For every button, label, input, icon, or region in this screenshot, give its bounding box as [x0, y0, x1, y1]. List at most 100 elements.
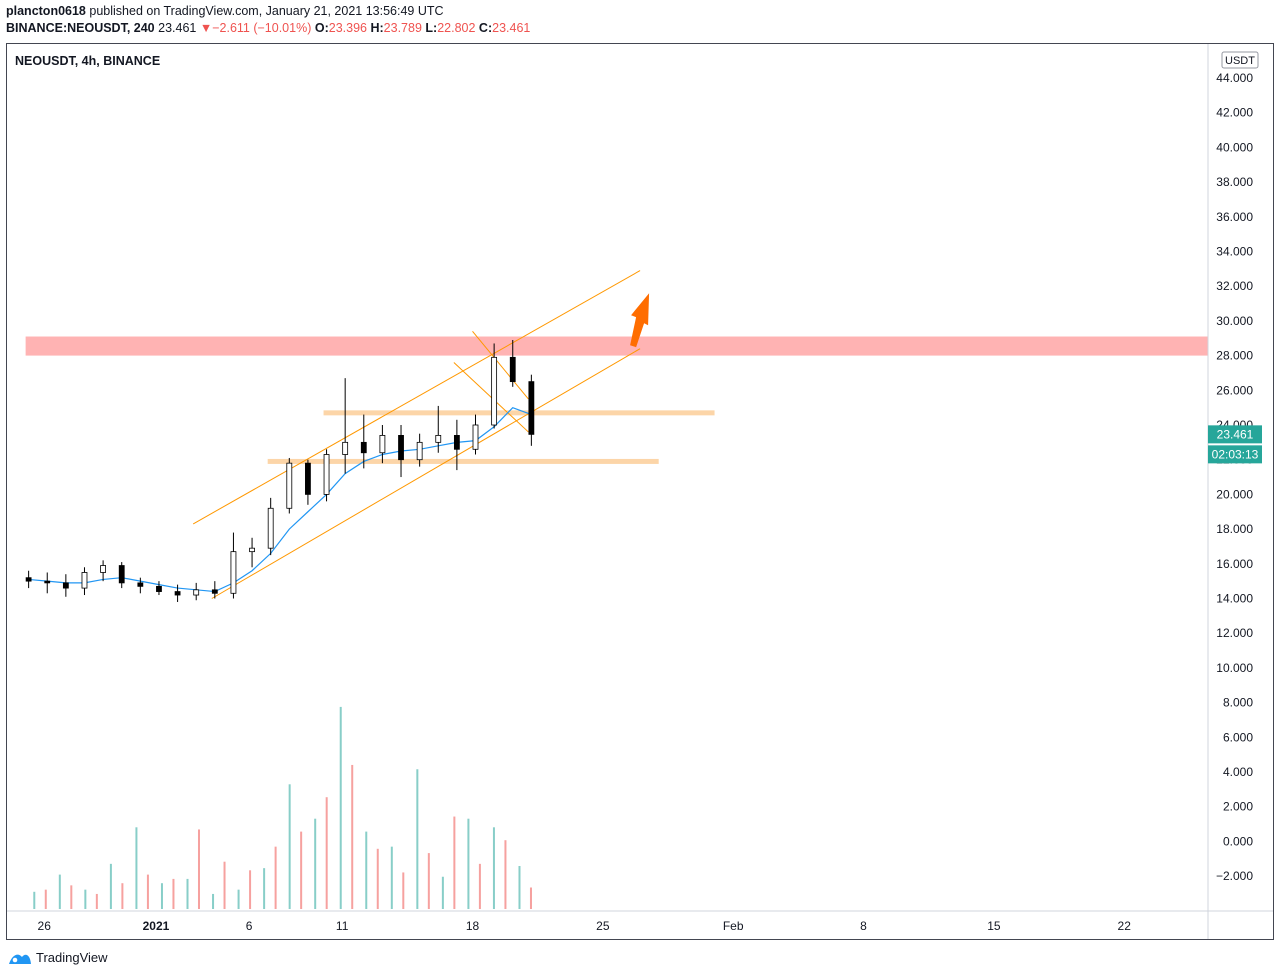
volume-bar-up [314, 818, 317, 909]
volume-bar-up [237, 889, 240, 909]
x-tick-label: Feb [723, 919, 744, 933]
candle-up [267, 507, 274, 549]
volume-bar-down [427, 853, 430, 909]
moving-average-line [28, 406, 532, 593]
volume-bar-down [223, 861, 226, 909]
candle-down [211, 589, 218, 594]
low-value: 22.802 [437, 21, 476, 35]
volume-bar-up [186, 878, 189, 909]
volume-bar-up [263, 868, 266, 909]
candle-down [156, 585, 162, 592]
y-tick-label: 12.000 [1216, 626, 1253, 640]
change-arrow-icon: ▼ [199, 21, 213, 35]
tradingview-logo-icon [9, 954, 31, 964]
y-tick-label: 18.000 [1216, 522, 1253, 536]
volume-bar-down [351, 764, 354, 909]
last-price-label: 23.461 [1217, 427, 1254, 441]
candle-down [44, 580, 51, 584]
volume-bar-up [365, 831, 368, 909]
x-tick-label: 22 [1118, 919, 1132, 933]
candle-down [25, 577, 32, 582]
volume-bar-down [146, 874, 149, 909]
volume-bar-down [249, 870, 252, 909]
flag-lower-line [453, 362, 529, 433]
volume-bar-up [84, 889, 87, 909]
volume-bar-down [172, 878, 175, 909]
candle-up [286, 462, 293, 509]
volume-bar-up [390, 846, 393, 909]
y-tick-label: 36.000 [1216, 210, 1253, 224]
volume-bar-up [416, 769, 419, 909]
x-tick-label: 6 [246, 919, 253, 933]
volume-bar-down [274, 846, 277, 909]
x-tick-label: 8 [860, 919, 867, 933]
resistance-zone [25, 336, 1209, 356]
candle-down [62, 582, 69, 589]
support-zone [323, 410, 715, 416]
volume-bar-down [504, 840, 507, 909]
volume-bar-down [95, 893, 98, 909]
volume-bar-up [441, 876, 444, 909]
volume-bar-up [58, 874, 61, 909]
x-tick-label: 15 [987, 919, 1001, 933]
low-label: L: [425, 21, 438, 35]
currency-label: USDT [1225, 55, 1255, 67]
volume-bar-down [197, 829, 200, 909]
volume-bar-down [325, 797, 328, 909]
candle-down [137, 582, 144, 587]
y-tick-label: 42.000 [1216, 106, 1253, 120]
price-change: −2.611 (−10.01%) [212, 21, 312, 35]
y-tick-label: 28.000 [1216, 349, 1253, 363]
y-tick-label: 4.000 [1223, 765, 1253, 779]
support-zone [267, 458, 659, 464]
candle-up [342, 441, 349, 455]
footer-brand[interactable]: TradingView [8, 950, 108, 965]
volume-bar-up [33, 891, 36, 909]
volume-bar-up [339, 706, 342, 909]
volume-bar-down [44, 889, 47, 909]
candle-up [193, 589, 200, 596]
y-tick-label: 14.000 [1216, 592, 1253, 606]
close-value: 23.461 [492, 21, 531, 35]
volume-bar-up [212, 893, 215, 909]
candle-up [379, 435, 386, 454]
candle-down [509, 356, 516, 383]
y-tick-label: 6.000 [1223, 730, 1253, 744]
candle-up [435, 435, 442, 443]
y-tick-label: 26.000 [1216, 383, 1253, 397]
candle-up [323, 454, 330, 495]
close-label: C: [478, 21, 493, 35]
volume-bar-up [288, 784, 291, 909]
y-tick-label: 8.000 [1223, 696, 1253, 710]
publish-date: published on TradingView.com, January 21… [89, 4, 444, 18]
last-price-label-box [1208, 425, 1262, 444]
publish-info: plancton0618 published on TradingView.co… [6, 4, 444, 18]
y-tick-label: 44.000 [1216, 71, 1253, 85]
candle-up [81, 572, 88, 589]
channel-lower-line [211, 348, 641, 599]
chart-frame[interactable] [6, 43, 1274, 940]
high-label: H: [370, 21, 384, 35]
candle-up [249, 547, 255, 553]
y-tick-label: −2.000 [1216, 869, 1253, 883]
candle-up [100, 565, 107, 573]
channel-upper-line [192, 270, 641, 525]
volume-bar-up [518, 866, 521, 909]
y-tick-label: 30.000 [1216, 314, 1253, 328]
symbol-ohlc-line: BINANCE:NEOUSDT, 240 23.461 ▼−2.611 (−10… [6, 21, 530, 35]
x-tick-label: 11 [336, 919, 349, 933]
last-price: 23.461 [158, 21, 197, 35]
countdown-label: 02:03:13 [1212, 447, 1259, 461]
flag-upper-line [472, 330, 529, 400]
candle-up [230, 551, 237, 594]
author-name[interactable]: plancton0618 [6, 4, 86, 18]
y-tick-label: 10.000 [1216, 661, 1253, 675]
volume-bar-down [478, 863, 481, 909]
open-label: O: [314, 21, 329, 35]
symbol-title: BINANCE:NEOUSDT, 240 [6, 21, 155, 35]
volume-bar-up [109, 863, 112, 909]
y-tick-label: 34.000 [1216, 245, 1253, 259]
volume-bar-up [135, 827, 138, 909]
y-tick-label: 40.000 [1216, 140, 1253, 154]
